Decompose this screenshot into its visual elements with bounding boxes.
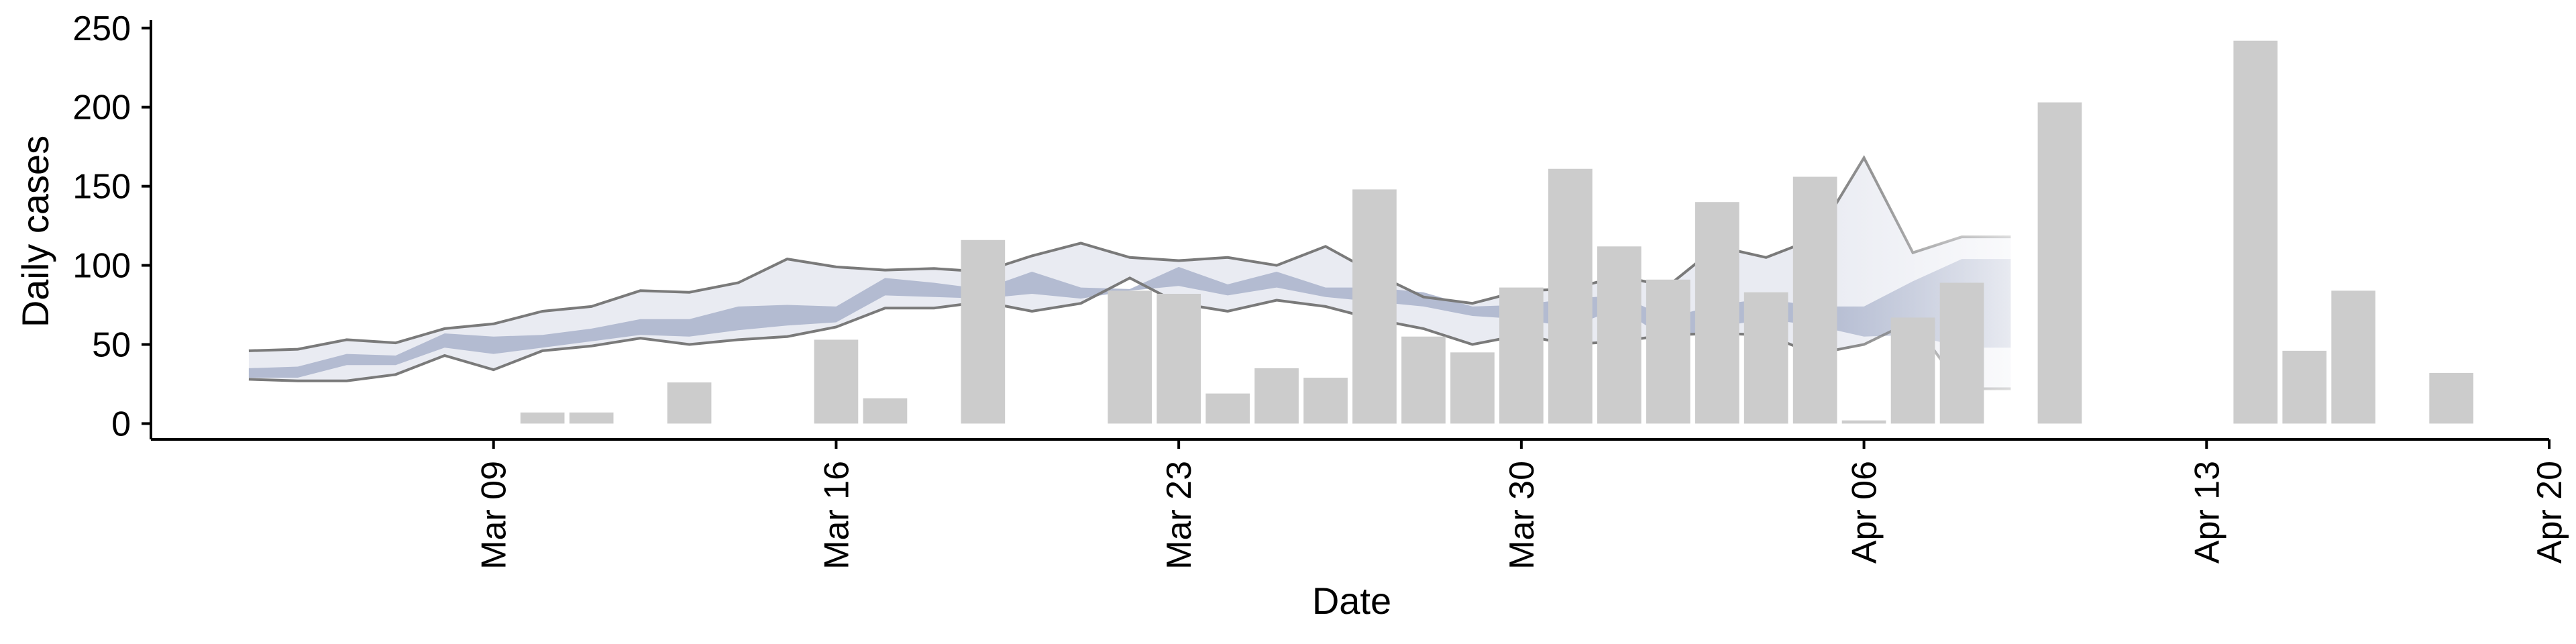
case-bar [1401, 336, 1446, 424]
axes: 0 50 100 150 200 250 Mar 09 Mar 16 Mar 23 Mar 30 A… [72, 9, 2569, 570]
x-tick-label: Mar 16 [817, 461, 856, 570]
case-bar [1646, 279, 1690, 424]
case-bar [1841, 420, 1886, 424]
case-bar [961, 239, 1006, 424]
case-bar [1499, 287, 1544, 424]
case-bar [2331, 290, 2375, 424]
case-bar [667, 382, 712, 424]
case-bar [2233, 40, 2278, 424]
x-tick-label: Apr 06 [1845, 461, 1884, 564]
case-bar [1450, 352, 1495, 424]
case-bar [1157, 294, 1201, 424]
case-bar [863, 398, 908, 424]
case-bar [520, 412, 565, 424]
y-tick-label: 100 [72, 247, 131, 286]
x-axis-label: Date [1312, 580, 1391, 622]
case-bar [1695, 202, 1739, 424]
x-tick-label: Apr 20 [2530, 461, 2569, 564]
y-tick-label: 0 [111, 405, 131, 443]
case-bar [1205, 393, 1250, 424]
case-bar [1792, 176, 1837, 424]
case-bar [2429, 372, 2473, 424]
case-bar [1890, 317, 1935, 424]
y-tick-label: 200 [72, 89, 131, 127]
case-bar [2037, 102, 2082, 424]
case-bar [1743, 292, 1788, 424]
case-bar [1303, 378, 1348, 424]
case-bar [814, 339, 859, 424]
x-tick-label: Apr 13 [2188, 461, 2226, 564]
case-bar [1548, 168, 1593, 424]
case-bar [1597, 246, 1642, 424]
y-tick-label: 50 [92, 325, 131, 364]
case-bar [1939, 282, 1984, 424]
case-bars [520, 40, 2473, 424]
y-tick-label: 250 [72, 9, 131, 48]
x-tick-label: Mar 30 [1503, 461, 1542, 570]
x-tick-label: Mar 23 [1160, 461, 1199, 570]
y-axis-label: Daily cases [14, 136, 56, 327]
case-bar [569, 412, 614, 424]
x-tick-label: Mar 09 [475, 461, 514, 570]
case-bar [1352, 189, 1397, 424]
case-bar [1108, 290, 1152, 424]
y-tick-label: 150 [72, 168, 131, 207]
case-bar [2282, 350, 2327, 424]
case-bar [1254, 368, 1299, 424]
